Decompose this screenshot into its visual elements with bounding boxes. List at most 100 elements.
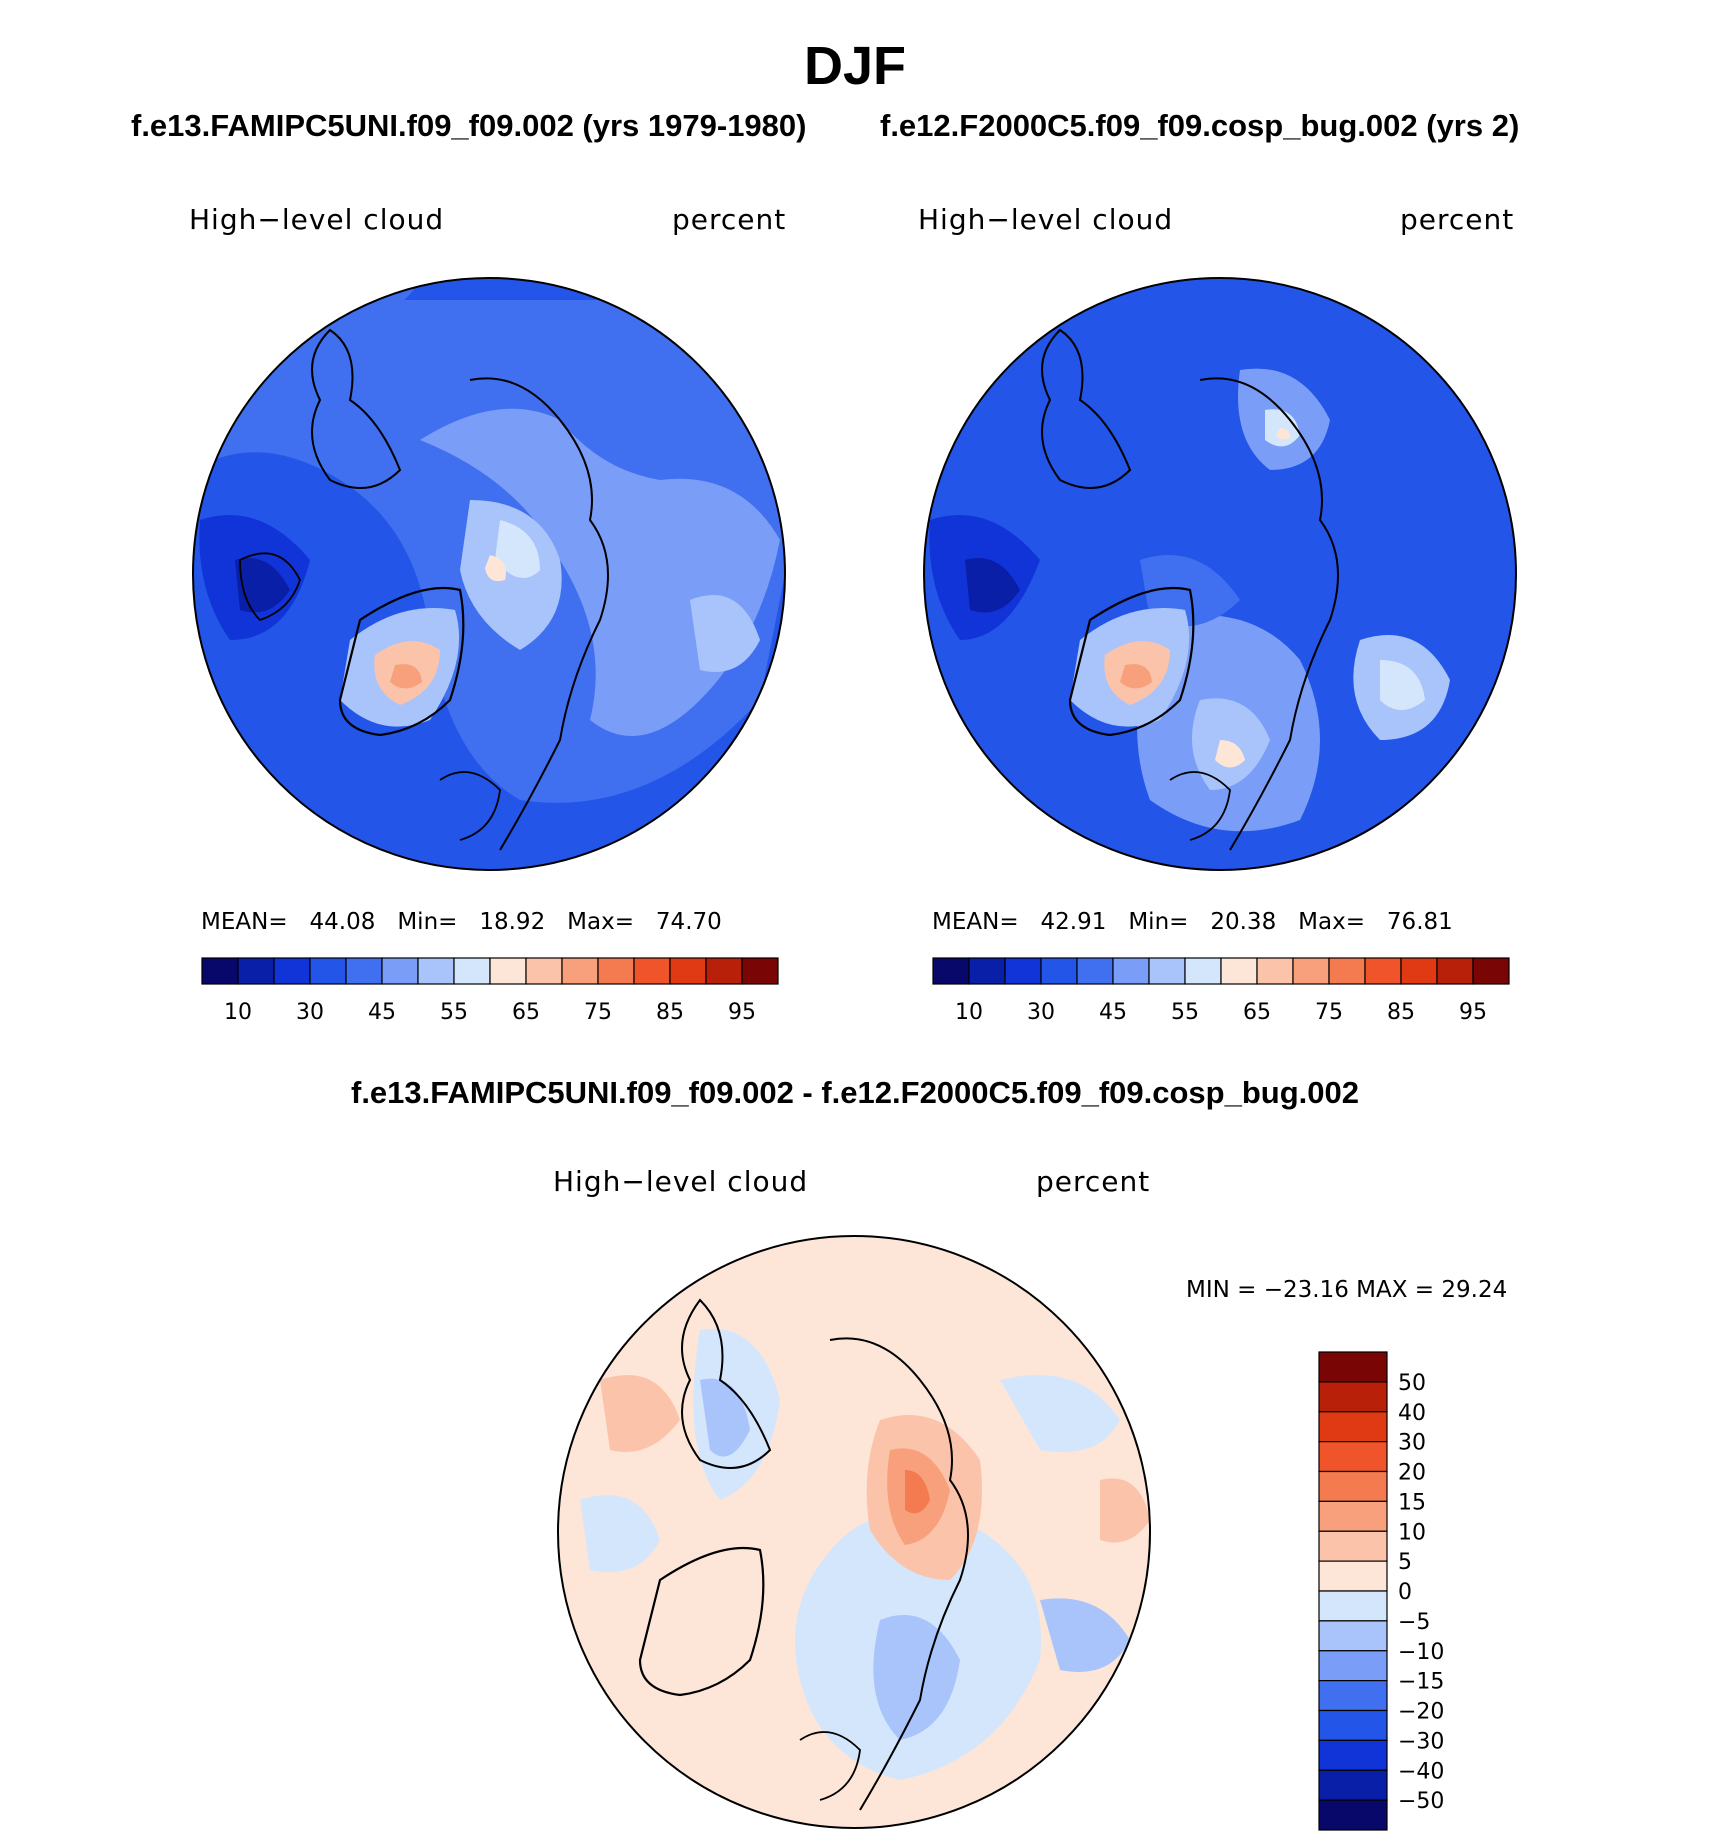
diff-colorbar-swatch-6 — [1318, 1530, 1388, 1562]
right-colorbar-swatch-14 — [1436, 957, 1474, 985]
left-colorbar-swatch-0 — [201, 957, 239, 985]
left-map-field-2 — [420, 408, 780, 736]
diff-colorbar-swatch-13 — [1318, 1739, 1388, 1771]
diff-colorbar-swatch-14 — [1318, 1769, 1388, 1801]
right-max-label: Max= — [1298, 909, 1365, 935]
diff-colorbar-tick-label-11: −20 — [1398, 1700, 1444, 1725]
diff-map-field-9 — [1040, 1598, 1130, 1672]
diff-map-field-10 — [600, 1375, 680, 1452]
diff-map-archipelago-outline — [681, 1298, 772, 1469]
diff-colorbar-tick-label-10: −15 — [1398, 1670, 1444, 1695]
diff-polar-map — [558, 1236, 1150, 1828]
left-colorbar-tick-label-0: 10 — [224, 1000, 252, 1025]
right-colorbar-tick-label-6: 85 — [1387, 1000, 1415, 1025]
left-map-border — [192, 277, 786, 871]
left-units-label: percent — [672, 203, 787, 236]
diff-colorbar-swatch-1 — [1318, 1381, 1388, 1413]
left-map-coast-outline-1 — [469, 377, 609, 851]
left-case-title: f.e13.FAMIPC5UNI.f09_f09.002 (yrs 1979-1… — [131, 108, 807, 143]
diff-colorbar-swatch-12 — [1318, 1709, 1388, 1741]
diff-colorbar-tick-label-1: 40 — [1398, 1401, 1426, 1426]
right-mean-label: MEAN= — [932, 909, 1019, 935]
left-colorbar-tick-label-5: 75 — [584, 1000, 612, 1025]
left-colorbar-swatch-10 — [561, 957, 599, 985]
left-map-archipelago-outline — [311, 328, 402, 489]
diff-colorbar-swatch-3 — [1318, 1441, 1388, 1473]
diff-colorbar-tick-label-4: 15 — [1398, 1490, 1426, 1515]
right-map-field-7 — [1265, 409, 1300, 447]
right-map-field-14 — [1120, 664, 1152, 689]
diff-colorbar-tick-label-14: −50 — [1398, 1789, 1444, 1814]
diff-map-coast-outline-1 — [829, 1337, 969, 1811]
left-colorbar-tick-label-2: 45 — [368, 1000, 396, 1025]
diff-colorbar-tick-label-13: −40 — [1398, 1759, 1444, 1784]
left-map-field-5 — [485, 555, 506, 582]
right-colorbar-swatch-5 — [1112, 957, 1150, 985]
diff-colorbar-tick-label-0: 50 — [1398, 1371, 1426, 1396]
right-colorbar-tick-label-0: 10 — [955, 1000, 983, 1025]
left-map-greenland-outline — [338, 586, 465, 737]
right-case-title: f.e12.F2000C5.f09_f09.cosp_bug.002 (yrs … — [880, 108, 1520, 143]
right-colorbar-swatch-15 — [1472, 957, 1510, 985]
diff-map-coast-outline-2 — [799, 1731, 861, 1801]
diff-colorbar-swatch-9 — [1318, 1620, 1388, 1652]
diff-map-field-11 — [580, 1495, 660, 1572]
right-min-label: Min= — [1128, 909, 1189, 935]
left-map-coast-outline-2 — [439, 771, 501, 841]
right-map-field-11 — [965, 558, 1020, 613]
left-colorbar-swatch-9 — [525, 957, 563, 985]
diff-map-border — [557, 1235, 1151, 1829]
right-polar-map — [924, 278, 1516, 870]
figure-title: DJF — [803, 36, 906, 96]
left-mean-value: 44.08 — [309, 909, 376, 935]
diff-colorbar-swatch-2 — [1318, 1411, 1388, 1443]
left-polar-map — [193, 278, 785, 870]
left-max-label: Max= — [567, 909, 634, 935]
left-colorbar-swatch-15 — [741, 957, 779, 985]
diff-colorbar-tick-label-5: 10 — [1398, 1520, 1426, 1545]
left-colorbar-swatch-7 — [453, 957, 491, 985]
left-colorbar-swatch-8 — [489, 957, 527, 985]
right-colorbar-tick-label-5: 75 — [1315, 1000, 1343, 1025]
right-colorbar-swatch-4 — [1076, 957, 1114, 985]
left-map-island-outline — [239, 552, 301, 622]
left-colorbar-swatch-11 — [597, 957, 635, 985]
left-colorbar-swatch-14 — [705, 957, 743, 985]
left-map-field-10 — [235, 558, 290, 613]
diff-units-label: percent — [1036, 1165, 1151, 1198]
right-colorbar-swatch-7 — [1184, 957, 1222, 985]
left-colorbar: 10 30 45 55 65 75 85 95 — [201, 957, 779, 1025]
right-units-label: percent — [1400, 203, 1515, 236]
diff-map-field-2 — [873, 1615, 960, 1740]
left-colorbar-swatch-2 — [273, 957, 311, 985]
right-map-greenland-outline — [1068, 586, 1195, 737]
right-map-coast-outline-2 — [1169, 771, 1231, 841]
left-colorbar-swatch-3 — [309, 957, 347, 985]
left-variable-label: High−level cloud — [189, 203, 445, 236]
diff-colorbar-tick-label-8: −5 — [1398, 1610, 1430, 1635]
right-map-field-3 — [1215, 740, 1245, 768]
left-map-field-3 — [460, 500, 562, 650]
right-variable-label: High−level cloud — [918, 203, 1174, 236]
diff-colorbar-swatch-15 — [1318, 1799, 1388, 1831]
diff-map-field-8 — [1000, 1375, 1120, 1452]
left-colorbar-tick-label-6: 85 — [656, 1000, 684, 1025]
left-max-value: 74.70 — [655, 909, 722, 935]
left-colorbar-tick-label-3: 55 — [440, 1000, 468, 1025]
left-map-field-4 — [495, 520, 540, 578]
diff-colorbar-swatch-11 — [1318, 1680, 1388, 1712]
right-map-archipelago-outline — [1041, 328, 1132, 489]
right-colorbar-swatch-9 — [1256, 957, 1294, 985]
diff-colorbar-swatch-10 — [1318, 1650, 1388, 1682]
right-colorbar-swatch-8 — [1220, 957, 1258, 985]
right-map-coast-outline-1 — [1199, 377, 1339, 851]
diff-colorbar-swatch-8 — [1318, 1590, 1388, 1622]
diff-colorbar-swatch-7 — [1318, 1560, 1388, 1592]
diff-map-field-12 — [1100, 1478, 1150, 1543]
right-colorbar-swatch-13 — [1400, 957, 1438, 985]
right-colorbar-swatch-1 — [968, 957, 1006, 985]
left-colorbar-swatch-1 — [237, 957, 275, 985]
diff-colorbar-swatch-0 — [1318, 1351, 1388, 1383]
left-min-label: Min= — [397, 909, 458, 935]
